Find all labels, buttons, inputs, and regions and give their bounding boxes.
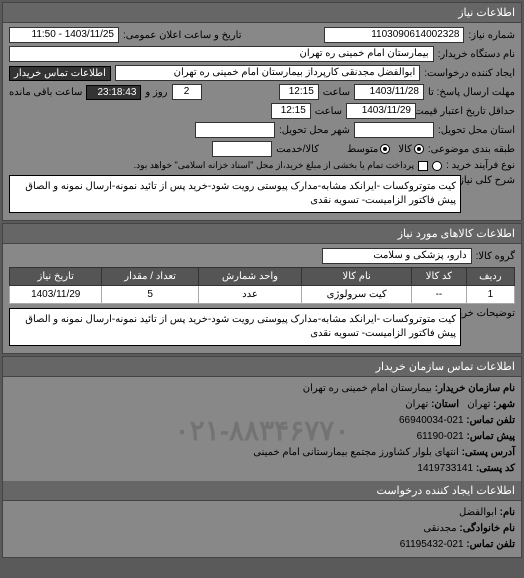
table-row[interactable]: 1 -- کیت سرولوژی عدد 5 1403/11/29	[10, 286, 515, 304]
items-panel: اطلاعات کالاهای مورد نیاز گروه کالا: دار…	[2, 223, 522, 354]
location-field	[354, 122, 434, 138]
col-qty: تعداد / مقدار	[102, 268, 198, 286]
radio-goods[interactable]: کالا	[398, 144, 424, 155]
buyer-label: نام دستگاه خریدار:	[438, 49, 515, 60]
days-label: روز و	[145, 87, 167, 98]
items-table: ردیف کد کالا نام کالا واحد شمارش تعداد /…	[9, 267, 515, 304]
radio-circle-icon	[432, 161, 442, 171]
cell-name: کیت سرولوژی	[302, 286, 412, 304]
c-city: تهران	[467, 399, 490, 410]
purchase-label: نوع فرآیند خرید :	[446, 160, 515, 171]
c-city-label: شهر:	[493, 399, 515, 410]
items-header: اطلاعات کالاهای مورد نیاز	[3, 224, 521, 244]
announce-field: 1403/11/25 - 11:50	[9, 27, 119, 43]
location-label: استان محل تحویل:	[438, 125, 515, 136]
partial-checkbox[interactable]	[418, 161, 428, 171]
col-date: تاریخ نیاز	[10, 268, 102, 286]
radio-medium[interactable]: متوسط	[347, 144, 390, 155]
col-name: نام کالا	[302, 268, 412, 286]
postal: 1419733141	[417, 463, 473, 474]
cell-unit: عدد	[198, 286, 301, 304]
panel-title: اطلاعات نیاز	[3, 3, 521, 23]
contact-header: اطلاعات تماس سازمان خریدار	[3, 357, 521, 377]
fax-label: پیش تماس:	[467, 431, 515, 442]
time-label-1: ساعت	[323, 87, 350, 98]
postal-label: کد پستی:	[476, 463, 515, 474]
req-phone-label: تلفن تماس:	[466, 539, 515, 550]
item-field	[212, 141, 272, 157]
col-unit: واحد شمارش	[198, 268, 301, 286]
buyer-desc-box: کیت متوتروکسات -ایرانکد مشابه-مدارک پیوس…	[9, 308, 461, 346]
phone: 021-66940034	[399, 415, 464, 426]
deadline-time: 12:15	[279, 84, 319, 100]
name-value: ابوالفضل	[459, 507, 497, 518]
cell-code: --	[412, 286, 467, 304]
name-label: نام:	[500, 507, 515, 518]
deadline-date: 1403/11/28	[354, 84, 424, 100]
table-header-row: ردیف کد کالا نام کالا واحد شمارش تعداد /…	[10, 268, 515, 286]
buyer-desc-label: توضیحات خریدار:	[465, 308, 515, 319]
col-row: ردیف	[466, 268, 514, 286]
radio-circle-icon	[414, 144, 424, 154]
fax: 021-61190	[417, 431, 464, 442]
announce-label: تاریخ و ساعت اعلان عمومی:	[123, 30, 242, 41]
phone-label: تلفن تماس:	[466, 415, 515, 426]
col-code: کد کالا	[412, 268, 467, 286]
validity-date: 1403/11/29	[346, 103, 416, 119]
desc-box: کیت متوتروکسات -ایرانکد مشابه-مدارک پیوس…	[9, 175, 461, 213]
requester-header: اطلاعات ایجاد کننده درخواست	[3, 481, 521, 501]
address: انتهای بلوار کشاورز مجتمع بیمارستانی اما…	[253, 447, 458, 458]
validity-time: 12:15	[271, 103, 311, 119]
group-label: گروه کالا:	[476, 251, 515, 262]
city-label: شهر محل تحویل:	[279, 125, 350, 136]
family-value: مجدنقی	[423, 523, 456, 534]
deadline-label: مهلت ارسال پاسخ: تا	[428, 87, 515, 98]
days-remaining: 2	[172, 84, 202, 100]
radio-circle-icon	[380, 144, 390, 154]
address-label: آدرس پستی:	[462, 447, 515, 458]
province: تهران	[405, 399, 428, 410]
number-field: 1103090614002328	[324, 27, 464, 43]
partial-label: پرداخت تمام یا بخشی از مبلغ خرید،از محل …	[134, 160, 414, 171]
medium-label: متوسط	[347, 144, 378, 155]
org-label: نام سازمان خریدار:	[435, 383, 515, 394]
time-label-2: ساعت	[315, 106, 342, 117]
province-label: استان:	[431, 399, 459, 410]
type-radio-group: کالا متوسط	[347, 144, 424, 155]
req-phone: 021-61195432	[400, 539, 464, 550]
need-info-panel: اطلاعات نیاز شماره نیاز: 110309061400232…	[2, 2, 522, 221]
contact-button[interactable]: اطلاعات تماس خریدار	[9, 66, 111, 81]
family-label: نام خانوادگی:	[459, 523, 515, 534]
number-label: شماره نیاز:	[468, 30, 515, 41]
creator-label: ایجاد کننده درخواست:	[424, 68, 515, 79]
item-label: کالا/خدمت	[276, 144, 319, 155]
desc-label: شرح کلی نیاز:	[465, 175, 515, 186]
creator-field: ابوالفضل مجدنقی کارپرداز بیمارستان امام …	[115, 65, 420, 81]
org-value: بیمارستان امام خمینی ره تهران	[303, 383, 432, 394]
city-field	[195, 122, 275, 138]
cell-row: 1	[466, 286, 514, 304]
group-field: دارو، پزشکی و سلامت	[322, 248, 472, 264]
time-remaining: 23:18:43	[86, 85, 141, 100]
cell-qty: 5	[102, 286, 198, 304]
volume-label: طبقه بندی موضوعی:	[428, 144, 515, 155]
radio-purchase[interactable]	[432, 161, 442, 171]
cell-date: 1403/11/29	[10, 286, 102, 304]
validity-label: حداقل تاریخ اعتبار قیمت: تا تاریخ:	[420, 106, 515, 117]
buyer-field: بیمارستان امام خمینی ره تهران	[9, 46, 434, 62]
goods-label: کالا	[398, 144, 412, 155]
contact-panel: اطلاعات تماس سازمان خریدار نام سازمان خر…	[2, 356, 522, 558]
remaining-label: ساعت باقی مانده	[9, 87, 82, 98]
